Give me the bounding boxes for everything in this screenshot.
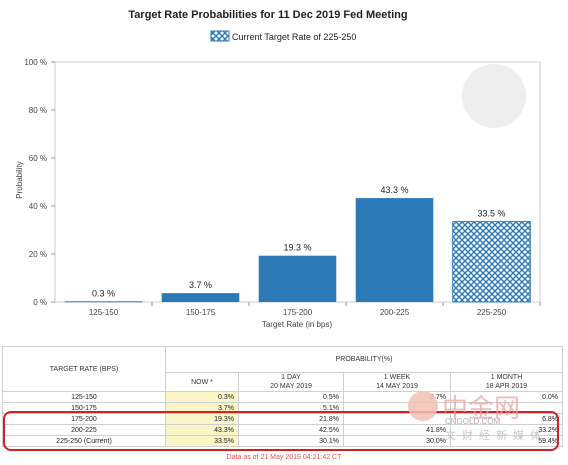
header-1week: 1 WEEK 14 MAY 2019 — [343, 372, 451, 392]
cell-rate: 125-150 — [2, 391, 166, 403]
header-target-rate: TARGET RATE (BPS) — [2, 346, 166, 392]
cell-1day: 0.5% — [238, 391, 344, 403]
bar — [258, 255, 337, 302]
probability-table: TARGET RATE (BPS) PROBABILITY(%) NOW * 1… — [2, 346, 564, 447]
bar — [452, 221, 531, 303]
watermark-text-cn-sub: 文财经新媒体 — [445, 429, 547, 442]
bar — [64, 301, 143, 303]
y-tick-label: 20 % — [29, 250, 47, 259]
data-label: 43.3 % — [380, 185, 408, 195]
legend-label[interactable]: Current Target Rate of 225-250 — [232, 32, 356, 42]
header-1day: 1 DAY 20 MAY 2019 — [238, 372, 344, 392]
watermark-text-en: CNGOLD.COM — [445, 417, 501, 426]
highlight-box — [3, 411, 559, 451]
header-1week-date: 14 MAY 2019 — [376, 383, 418, 390]
table-row: 225-250 (Current) 33.5% 30.1% 30.0% 59.4… — [2, 435, 564, 447]
cell-now: 0.3% — [165, 391, 239, 403]
data-label: 3.7 % — [189, 280, 212, 290]
data-label: 33.5 % — [477, 209, 505, 219]
cell-1week: 30.0% — [343, 435, 451, 447]
cell-now: 33.5% — [165, 435, 239, 447]
watermark-text-cn: 中金网 — [442, 394, 521, 424]
data-label: 19.3 % — [283, 243, 311, 253]
plot-layer: 0 % 20 % 40 % 60 % 80 % 100 % 0.3 % 125-150 3.7 … — [24, 58, 541, 317]
cell-1month: 59.4% — [449, 435, 564, 447]
y-tick-label: 40 % — [29, 202, 47, 211]
y-axis-label: Probability — [15, 161, 24, 198]
y-tick-label: 100 % — [24, 58, 47, 67]
header-1day-label: 1 DAY — [281, 374, 301, 381]
header-now: NOW * — [165, 372, 239, 392]
y-tick-label: 0 % — [33, 298, 47, 307]
data-label: 0.3 % — [92, 288, 115, 298]
header-1month-date: 18 APR 2019 — [485, 383, 528, 390]
watermark-logo — [408, 391, 438, 421]
y-tick-label: 80 % — [29, 106, 47, 115]
x-tick-label: 125-150 — [89, 308, 119, 317]
header-1day-date: 20 MAY 2019 — [270, 383, 312, 390]
x-tick-label: 225-250 — [477, 308, 507, 317]
x-tick-label: 175-200 — [283, 308, 313, 317]
bar-chart: Target Rate Probabilities for 11 Dec 201… — [15, 9, 541, 329]
x-tick-label: 200-225 — [380, 308, 410, 317]
x-tick-label: 150-175 — [186, 308, 216, 317]
x-axis-label: Target Rate (in bps) — [262, 320, 333, 329]
data-timestamp: Data as of 21 May 2019 04:21:42 CT — [226, 454, 342, 461]
header-now-label: NOW * — [191, 378, 213, 386]
y-tick-label: 60 % — [29, 154, 47, 163]
table-row: 200-225 43.3% 42.5% 41.8% 33.2% — [2, 424, 564, 436]
chart-area: Target Rate Probabilities for 11 Dec 201… — [15, 9, 541, 329]
header-probability: PROBABILITY(%) — [164, 346, 564, 373]
bar — [161, 293, 240, 302]
chart-title: Target Rate Probabilities for 11 Dec 201… — [128, 9, 407, 21]
watermark-logo-ghost — [462, 64, 526, 128]
bar — [355, 198, 434, 302]
header-1week-label: 1 WEEK — [383, 374, 411, 381]
legend-swatch — [210, 30, 230, 42]
header-1month-label: 1 MONTH — [490, 374, 523, 381]
